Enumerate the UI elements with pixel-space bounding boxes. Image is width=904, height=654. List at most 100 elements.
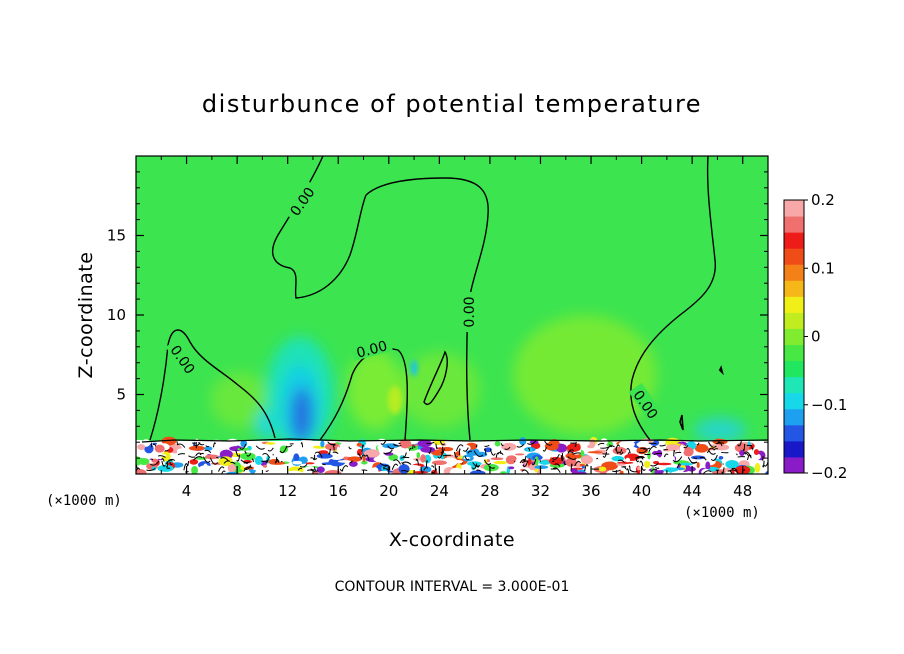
bl-contour [497,452,504,456]
bl-cell [199,465,212,471]
bl-cell [470,470,486,474]
bl-contour [310,468,315,471]
bl-cell [514,453,525,456]
bl-contour [431,465,435,468]
bl-contour [542,447,547,452]
bl-contour [426,441,435,445]
bl-contour [567,456,577,460]
bl-contour [683,445,689,449]
bl-cell [189,459,199,465]
bl-cell [679,444,685,454]
contour-loop-center [365,177,489,441]
contour-bl-top [141,438,768,443]
bl-contour [332,451,339,455]
bl-cell [598,466,607,472]
bl-cell [581,465,585,469]
bl-contour [195,452,202,457]
bl-cell [417,439,432,448]
bl-contour [467,450,472,454]
bl-contour [348,446,352,450]
bl-cell [484,447,492,453]
field-shading [210,315,746,453]
bl-contour [544,440,553,446]
bl-contour [393,459,401,465]
bl-contour [539,460,541,463]
bl-cell [617,461,634,464]
y-axis-label: Z-coordinate [75,252,97,379]
cool-plume-west [256,409,274,441]
bl-contour [198,442,205,446]
bl-cell [399,447,410,455]
bl-cell [519,437,527,446]
bl-cell [424,454,432,464]
bl-cell [449,467,463,474]
bl-contour [176,443,186,448]
bl-cell [694,444,709,453]
bl-cell [539,453,552,456]
colorbar-swatch [784,280,804,297]
bl-contour [408,447,412,451]
bl-contour [186,460,190,467]
bl-cell [616,463,626,466]
x-tick-label: 48 [733,482,752,500]
bl-contour [267,447,274,452]
bl-cell [494,440,501,447]
bl-cell [589,438,596,449]
bl-cell [765,470,768,474]
bl-contour [437,452,444,459]
bl-cell [345,446,358,450]
contour-small-loop [423,350,448,406]
bl-contour [650,463,659,467]
bl-cell [363,449,380,458]
bl-contour [243,466,253,472]
x-tick-label: 36 [581,482,600,500]
bl-contour [619,451,624,455]
bl-cell [619,470,624,474]
bl-cell [269,447,277,453]
x-axis: 4 8 12 16 20 24 28 32 36 40 44 48 [160,156,752,500]
bl-cell [499,471,508,474]
bl-contour [299,463,308,468]
bl-contour [199,452,204,456]
bl-cell [566,443,581,452]
bl-cell [292,460,303,465]
bl-contour [699,456,707,461]
bl-contour [332,443,336,448]
bl-contour [169,461,173,466]
contour-label-4: 0.00 [355,338,389,362]
bl-cell [679,462,694,466]
bl-contour [274,457,278,464]
bl-cell [431,449,445,456]
bl-contour [220,457,229,462]
bl-cell [312,445,327,449]
bl-contour [489,448,496,456]
bl-contour [312,457,318,460]
bl-cell [668,468,673,473]
bl-contour [484,459,492,465]
bl-contour [455,444,464,452]
colorbar-swatch [784,264,804,281]
bl-contour [744,453,749,457]
bl-contour [615,447,619,454]
bl-contour [483,448,487,456]
bl-contour [380,440,387,445]
bl-cell [154,444,165,453]
bl-contour [706,447,714,454]
bl-contour [453,451,458,458]
bl-contour [663,453,669,458]
bl-contour [246,453,252,457]
x-axis-label: X-coordinate [389,529,515,551]
bl-contour [643,447,651,450]
x-tick-label: 20 [379,482,398,500]
bl-cell [705,461,711,471]
bl-contour [361,469,368,472]
bl-contour [361,444,364,452]
bl-contour [572,452,581,455]
bl-cell [453,460,464,464]
bl-contour [188,455,196,458]
bl-cell [329,453,345,460]
contour-label-box-5 [628,382,665,425]
bl-cell [442,456,458,467]
bl-contour [462,447,469,452]
bl-cell [405,464,422,471]
